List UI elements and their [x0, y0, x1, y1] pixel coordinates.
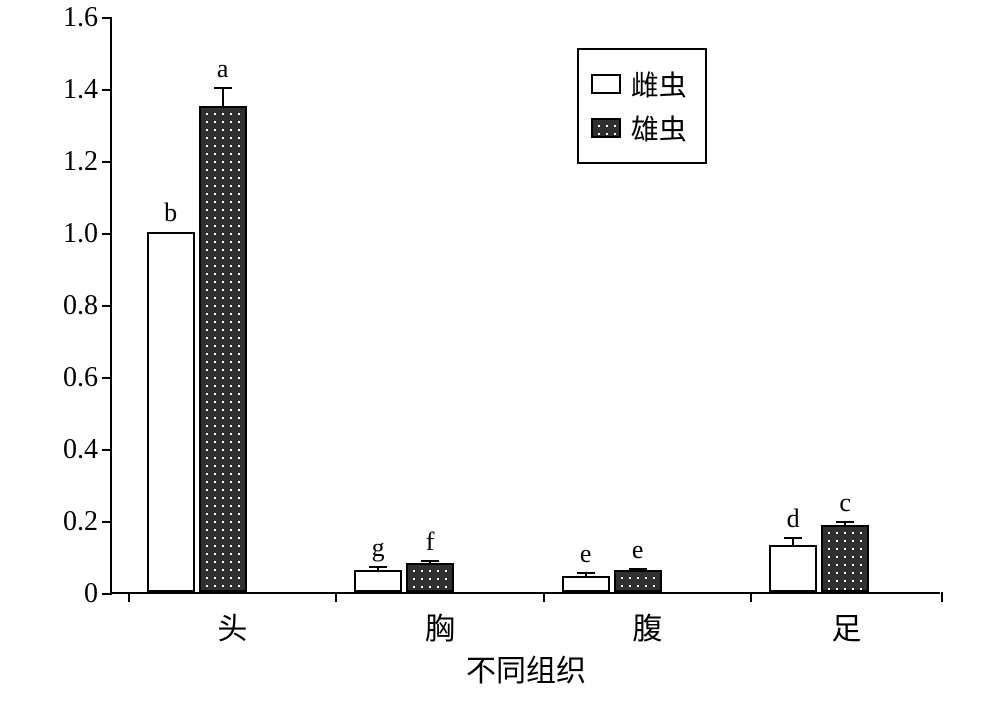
x-category-label: 头 — [217, 604, 247, 648]
y-tick — [102, 233, 112, 235]
legend-item: 雄虫 — [591, 108, 687, 148]
error-cap — [214, 87, 232, 89]
bar-male — [406, 563, 454, 592]
significance-letter: a — [217, 54, 229, 84]
x-tick — [941, 592, 943, 602]
error-bar — [222, 88, 224, 106]
y-tick — [102, 89, 112, 91]
y-tick — [102, 377, 112, 379]
significance-letter: d — [787, 504, 800, 534]
bar-female — [354, 570, 402, 592]
x-tick — [335, 592, 337, 602]
y-tick-label: 1.6 — [63, 2, 98, 34]
y-tick — [102, 161, 112, 163]
y-tick-label: 1.0 — [63, 218, 98, 250]
error-cap — [784, 537, 802, 539]
x-tick — [750, 592, 752, 602]
legend-label: 雄虫 — [631, 108, 687, 148]
bar-male — [821, 525, 869, 592]
y-tick-label: 0 — [84, 578, 98, 610]
legend-item: 雌虫 — [591, 64, 687, 104]
obp-expression-bar-chart: 00.20.40.60.81.01.21.41.6OBP表达量头胸腹足不同组织b… — [0, 0, 1000, 714]
error-cap — [369, 566, 387, 568]
y-tick — [102, 17, 112, 19]
x-category-label: 足 — [832, 604, 862, 648]
x-axis-title: 不同组织 — [466, 646, 586, 690]
legend-swatch-female — [591, 74, 621, 94]
y-tick-label: 0.2 — [63, 506, 98, 538]
bar-male — [614, 570, 662, 592]
plot-area: 00.20.40.60.81.01.21.41.6OBP表达量头胸腹足不同组织b… — [110, 18, 940, 594]
x-tick — [543, 592, 545, 602]
legend-swatch-male — [591, 118, 621, 138]
significance-letter: e — [632, 535, 644, 565]
significance-letter: c — [839, 488, 851, 518]
y-tick-label: 0.4 — [63, 434, 98, 466]
y-tick-label: 0.6 — [63, 362, 98, 394]
x-tick — [128, 592, 130, 602]
y-tick-label: 1.4 — [63, 74, 98, 106]
error-cap — [836, 521, 854, 523]
y-tick — [102, 521, 112, 523]
error-bar — [792, 538, 794, 545]
legend: 雌虫雄虫 — [577, 48, 707, 164]
significance-letter: f — [426, 527, 435, 557]
y-tick — [102, 449, 112, 451]
bar-female — [769, 545, 817, 592]
y-tick-label: 1.2 — [63, 146, 98, 178]
y-tick — [102, 305, 112, 307]
error-cap — [421, 560, 439, 562]
bar-female — [562, 576, 610, 592]
y-tick — [102, 593, 112, 595]
x-category-label: 腹 — [632, 604, 662, 648]
error-cap — [577, 572, 595, 574]
significance-letter: b — [164, 198, 177, 228]
legend-label: 雌虫 — [631, 64, 687, 104]
bar-male — [199, 106, 247, 592]
y-tick-label: 0.8 — [63, 290, 98, 322]
bar-female — [147, 232, 195, 592]
x-category-label: 胸 — [425, 604, 455, 648]
significance-letter: e — [580, 539, 592, 569]
significance-letter: g — [372, 533, 385, 563]
error-cap — [629, 568, 647, 570]
